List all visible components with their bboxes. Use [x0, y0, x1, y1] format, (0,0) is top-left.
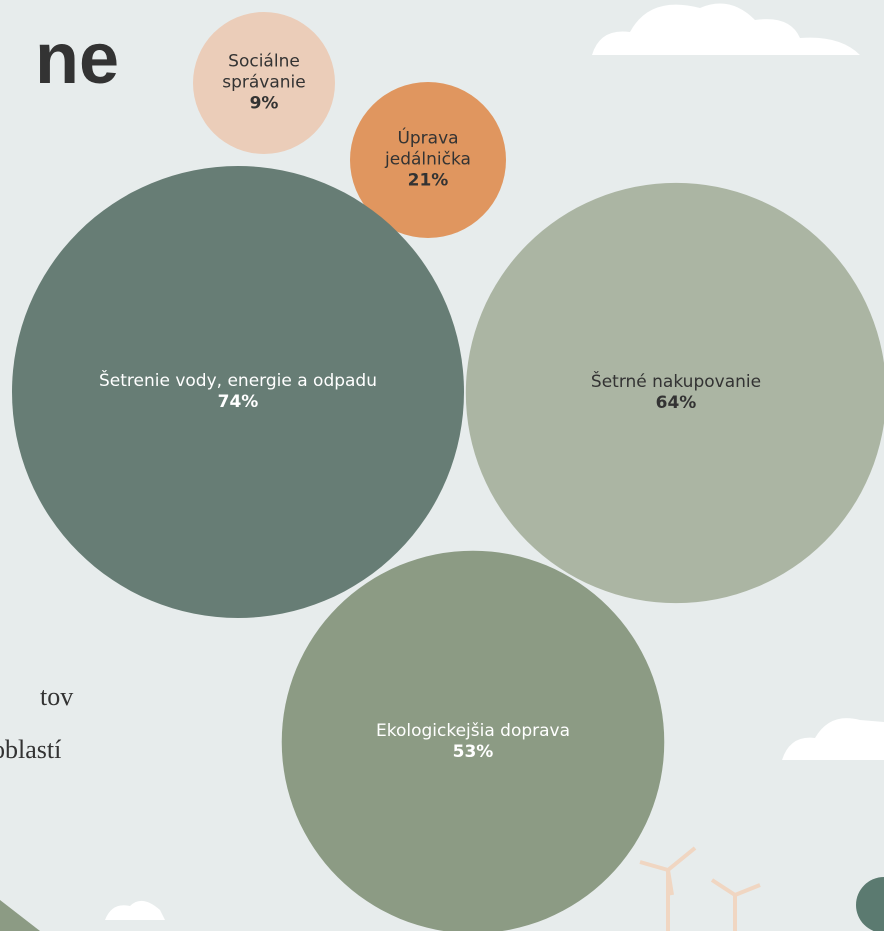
- title-fragment: ne: [35, 19, 120, 99]
- bubble-label: Sociálne správanie 9%: [209, 52, 319, 115]
- bubble: [12, 166, 464, 618]
- bubble-label: Šetrné nakupovanie 64%: [556, 372, 796, 414]
- category-label: Šetrné nakupovanie: [590, 372, 762, 392]
- value-label: 53%: [452, 742, 494, 762]
- text-fragment: tov: [40, 682, 74, 711]
- clouds: [105, 3, 884, 920]
- bubble-label: Úprava jedálnička 21%: [368, 129, 488, 192]
- text-fragment: oblastí: [0, 735, 62, 764]
- category-label: Ekologickejšia doprava: [375, 721, 571, 741]
- category-label: Sociálne správanie: [222, 51, 306, 93]
- value-label: 9%: [249, 93, 279, 114]
- decor-shape: [0, 900, 40, 931]
- bubble: [350, 82, 506, 238]
- value-label: 74%: [217, 392, 259, 412]
- value-label: 64%: [655, 393, 697, 413]
- bubble: [281, 550, 665, 931]
- bubble-label: Ekologickejšia doprava 53%: [343, 721, 603, 763]
- bubble: [193, 12, 335, 154]
- category-label: Úprava jedálnička: [385, 128, 471, 170]
- value-label: 21%: [407, 170, 449, 191]
- decor-circle: [856, 877, 884, 931]
- windmills: [639, 846, 761, 931]
- bubble-label: Šetrenie vody, energie a odpadu 74%: [98, 371, 378, 413]
- category-label: Šetrenie vody, energie a odpadu: [98, 371, 378, 391]
- bubble: [465, 182, 884, 604]
